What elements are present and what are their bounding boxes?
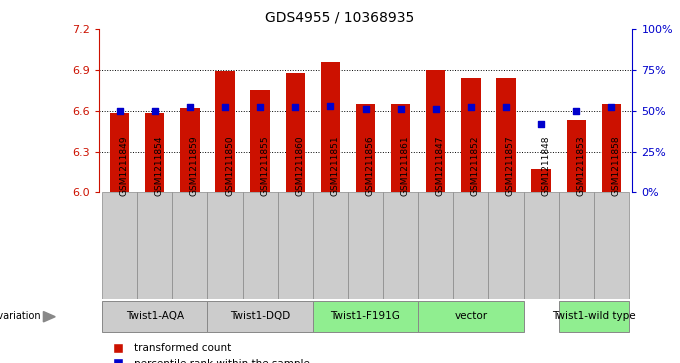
Text: Twist1-DQD: Twist1-DQD — [230, 311, 290, 321]
Point — [500, 105, 511, 110]
Bar — [391, 104, 410, 192]
Bar — [180, 108, 199, 192]
Text: GSM1211858: GSM1211858 — [611, 135, 620, 196]
FancyBboxPatch shape — [313, 192, 348, 299]
Bar — [602, 104, 621, 192]
Point — [465, 105, 476, 110]
Text: GDS4955 / 10368935: GDS4955 / 10368935 — [265, 11, 415, 25]
Point — [360, 106, 371, 112]
Text: GSM1211850: GSM1211850 — [225, 135, 234, 196]
Bar — [461, 78, 481, 192]
Bar — [216, 71, 235, 192]
Text: genotype/variation: genotype/variation — [0, 311, 41, 321]
Bar — [532, 169, 551, 192]
Text: GSM1211859: GSM1211859 — [190, 135, 199, 196]
Text: GSM1211857: GSM1211857 — [506, 135, 515, 196]
Point — [536, 121, 547, 127]
FancyBboxPatch shape — [559, 301, 629, 332]
Text: GSM1211849: GSM1211849 — [120, 135, 129, 196]
Text: GSM1211856: GSM1211856 — [366, 135, 375, 196]
FancyBboxPatch shape — [594, 192, 629, 299]
Text: vector: vector — [454, 311, 488, 321]
FancyBboxPatch shape — [524, 192, 559, 299]
FancyBboxPatch shape — [102, 192, 137, 299]
Point — [395, 106, 406, 112]
Text: Twist1-wild type: Twist1-wild type — [552, 311, 636, 321]
Text: GSM1211860: GSM1211860 — [295, 135, 304, 196]
FancyBboxPatch shape — [207, 301, 313, 332]
Legend: transformed count, percentile rank within the sample: transformed count, percentile rank withi… — [104, 339, 314, 363]
Point — [184, 105, 195, 110]
Text: GSM1211847: GSM1211847 — [436, 135, 445, 196]
FancyBboxPatch shape — [383, 192, 418, 299]
Point — [606, 105, 617, 110]
Point — [571, 108, 581, 114]
Text: GSM1211854: GSM1211854 — [155, 135, 164, 196]
FancyBboxPatch shape — [559, 192, 594, 299]
Bar — [110, 113, 129, 192]
FancyBboxPatch shape — [418, 301, 524, 332]
Bar — [286, 73, 305, 192]
Point — [430, 106, 441, 112]
Bar — [426, 70, 445, 192]
Text: GSM1211861: GSM1211861 — [401, 135, 409, 196]
Point — [325, 103, 336, 109]
FancyBboxPatch shape — [313, 301, 418, 332]
Point — [150, 108, 160, 114]
Point — [114, 108, 125, 114]
Bar — [321, 62, 340, 192]
Bar — [145, 113, 165, 192]
Text: Twist1-AQA: Twist1-AQA — [126, 311, 184, 321]
FancyBboxPatch shape — [488, 192, 524, 299]
FancyBboxPatch shape — [454, 192, 488, 299]
FancyBboxPatch shape — [348, 192, 383, 299]
FancyBboxPatch shape — [102, 301, 207, 332]
FancyBboxPatch shape — [207, 192, 243, 299]
FancyBboxPatch shape — [277, 192, 313, 299]
FancyBboxPatch shape — [172, 192, 207, 299]
Bar — [250, 90, 270, 192]
Text: GSM1211848: GSM1211848 — [541, 135, 550, 196]
Text: GSM1211852: GSM1211852 — [471, 135, 480, 196]
Text: GSM1211853: GSM1211853 — [576, 135, 585, 196]
Point — [290, 105, 301, 110]
Text: GSM1211855: GSM1211855 — [260, 135, 269, 196]
Polygon shape — [44, 311, 55, 322]
Bar — [566, 120, 586, 192]
Bar — [496, 78, 515, 192]
Point — [220, 105, 231, 110]
FancyBboxPatch shape — [137, 192, 172, 299]
FancyBboxPatch shape — [418, 192, 454, 299]
Point — [255, 105, 266, 110]
Text: Twist1-F191G: Twist1-F191G — [330, 311, 401, 321]
Text: GSM1211851: GSM1211851 — [330, 135, 339, 196]
Bar — [356, 104, 375, 192]
FancyBboxPatch shape — [243, 192, 277, 299]
